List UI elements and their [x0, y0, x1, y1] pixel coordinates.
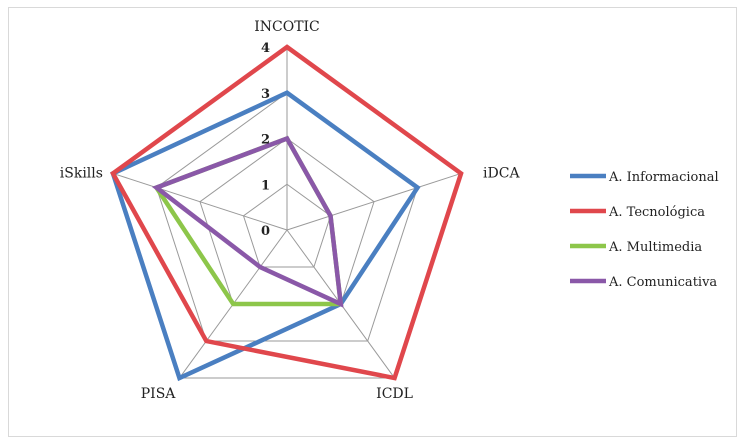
legend-label-1: A. Tecnológica: [608, 205, 705, 220]
labels: INCOTIC iDCA ICDL PISA iSkills 0 1 2 3 4: [60, 19, 521, 402]
axis-label-4: iSkills: [60, 165, 103, 181]
grid-ring-1: [242, 183, 332, 268]
axis-label-2: ICDL: [376, 386, 413, 402]
tick-label-1: 1: [261, 178, 270, 193]
series-line-3: [151, 135, 344, 308]
axis-label-1: iDCA: [483, 165, 520, 181]
legend-label-0: A. Informacional: [608, 170, 719, 185]
grid-spoke-1: [286, 172, 462, 231]
series-layer: [110, 44, 464, 382]
tick-label-2: 2: [261, 133, 270, 148]
grid-spoke-4: [112, 172, 288, 231]
series-line-1: [110, 44, 464, 381]
axis-label-0: INCOTIC: [254, 19, 320, 35]
legend: A. Informacional A. Tecnológica A. Multime…: [570, 170, 719, 290]
legend-label-2: A. Multimedia: [608, 240, 702, 255]
tick-label-4: 4: [261, 41, 270, 56]
series-line-0: [110, 90, 421, 382]
legend-label-3: A. Comunicativa: [608, 275, 717, 290]
tick-label-3: 3: [261, 87, 270, 102]
tick-label-0: 0: [261, 224, 270, 239]
axis-label-3: PISA: [141, 386, 177, 402]
